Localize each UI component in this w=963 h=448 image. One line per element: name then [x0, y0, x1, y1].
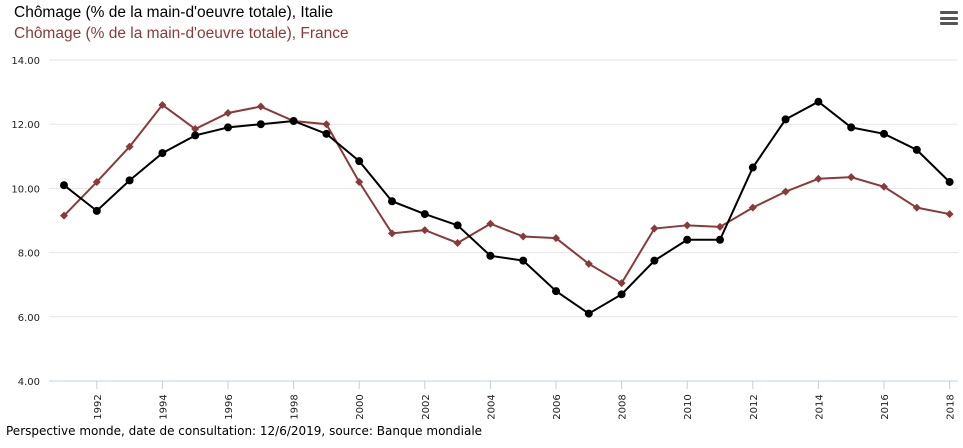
data-point-france[interactable]	[781, 187, 790, 196]
data-point-france[interactable]	[912, 203, 921, 212]
data-point-italie[interactable]	[191, 131, 200, 140]
data-point-france[interactable]	[388, 229, 396, 238]
data-point-italie[interactable]	[92, 206, 101, 215]
x-tick-label: 1996	[224, 394, 235, 419]
data-point-france[interactable]	[256, 102, 265, 111]
data-point-france[interactable]	[60, 211, 68, 220]
x-tick-label: 2012	[749, 394, 760, 419]
data-point-italie[interactable]	[847, 123, 856, 132]
y-tick-label: 4.00	[18, 377, 40, 388]
data-point-france[interactable]	[322, 120, 331, 129]
data-point-italie[interactable]	[912, 145, 921, 154]
x-tick-label: 2018	[946, 394, 957, 419]
data-point-france[interactable]	[224, 108, 232, 117]
data-point-france[interactable]	[945, 210, 954, 219]
data-point-italie[interactable]	[814, 97, 823, 106]
series-line-italie	[63, 100, 951, 315]
data-point-france[interactable]	[158, 100, 167, 109]
data-point-france[interactable]	[486, 219, 495, 228]
data-point-italie[interactable]	[716, 235, 724, 244]
x-tick-label: 2014	[814, 394, 825, 419]
data-point-italie[interactable]	[552, 287, 560, 296]
data-point-italie[interactable]	[945, 177, 954, 186]
data-point-italie[interactable]	[880, 129, 888, 138]
data-point-italie[interactable]	[617, 290, 626, 299]
data-point-italie[interactable]	[683, 235, 692, 244]
hamburger-menu-icon[interactable]	[940, 11, 958, 25]
data-point-italie[interactable]	[158, 149, 167, 158]
data-point-france[interactable]	[453, 238, 462, 247]
data-point-italie[interactable]	[650, 256, 659, 265]
data-point-france[interactable]	[92, 177, 101, 186]
data-point-france[interactable]	[420, 226, 429, 235]
data-point-france[interactable]	[748, 203, 757, 212]
x-tick-label: 1994	[158, 394, 169, 419]
data-point-italie[interactable]	[355, 157, 364, 166]
data-point-france[interactable]	[683, 221, 692, 230]
x-tick-label: 2010	[683, 394, 694, 419]
data-point-italie[interactable]	[388, 197, 396, 206]
x-tick-label: 1992	[93, 394, 104, 419]
data-point-italie[interactable]	[224, 123, 232, 132]
data-point-france[interactable]	[880, 182, 888, 191]
data-point-france[interactable]	[584, 259, 593, 268]
data-point-france[interactable]	[191, 125, 200, 134]
y-tick-label: 6.00	[18, 313, 40, 324]
data-point-italie[interactable]	[322, 129, 331, 138]
data-point-france[interactable]	[814, 174, 823, 183]
data-point-france[interactable]	[355, 177, 364, 186]
y-tick-label: 14.00	[11, 56, 40, 67]
data-point-france[interactable]	[125, 142, 134, 151]
x-tick-label: 2016	[880, 394, 891, 419]
data-point-france[interactable]	[617, 279, 626, 288]
data-point-italie[interactable]	[519, 256, 528, 265]
x-tick-label: 2008	[618, 394, 629, 419]
data-point-italie[interactable]	[125, 176, 134, 185]
data-point-italie[interactable]	[584, 309, 593, 318]
legend: Chômage (% de la main-d'oeuvre totale), …	[14, 2, 349, 44]
data-point-france[interactable]	[847, 173, 856, 182]
legend-item-france[interactable]: Chômage (% de la main-d'oeuvre totale), …	[14, 25, 349, 42]
data-point-italie[interactable]	[748, 163, 757, 172]
data-point-france[interactable]	[552, 234, 560, 243]
x-tick-label: 2000	[355, 394, 366, 419]
x-tick-label: 2006	[552, 394, 563, 419]
data-point-italie[interactable]	[781, 115, 790, 124]
data-point-italie[interactable]	[60, 181, 68, 190]
data-point-italie[interactable]	[486, 251, 495, 260]
x-tick-label: 2004	[486, 394, 497, 419]
footer-source: Perspective monde, date de consultation:…	[6, 424, 483, 438]
y-tick-label: 8.00	[18, 249, 40, 260]
legend-item-italie[interactable]: Chômage (% de la main-d'oeuvre totale), …	[14, 4, 334, 21]
x-tick-label: 2002	[421, 394, 432, 419]
data-point-italie[interactable]	[453, 221, 462, 230]
data-point-italie[interactable]	[256, 120, 265, 129]
y-tick-label: 12.00	[11, 120, 40, 131]
data-point-france[interactable]	[716, 222, 724, 231]
y-tick-label: 10.00	[11, 184, 40, 195]
series-line-france	[63, 103, 950, 285]
data-point-italie[interactable]	[289, 116, 298, 125]
x-tick-label: 1998	[290, 394, 301, 419]
data-point-france[interactable]	[519, 232, 528, 241]
data-point-italie[interactable]	[420, 210, 429, 219]
data-point-france[interactable]	[650, 224, 659, 233]
